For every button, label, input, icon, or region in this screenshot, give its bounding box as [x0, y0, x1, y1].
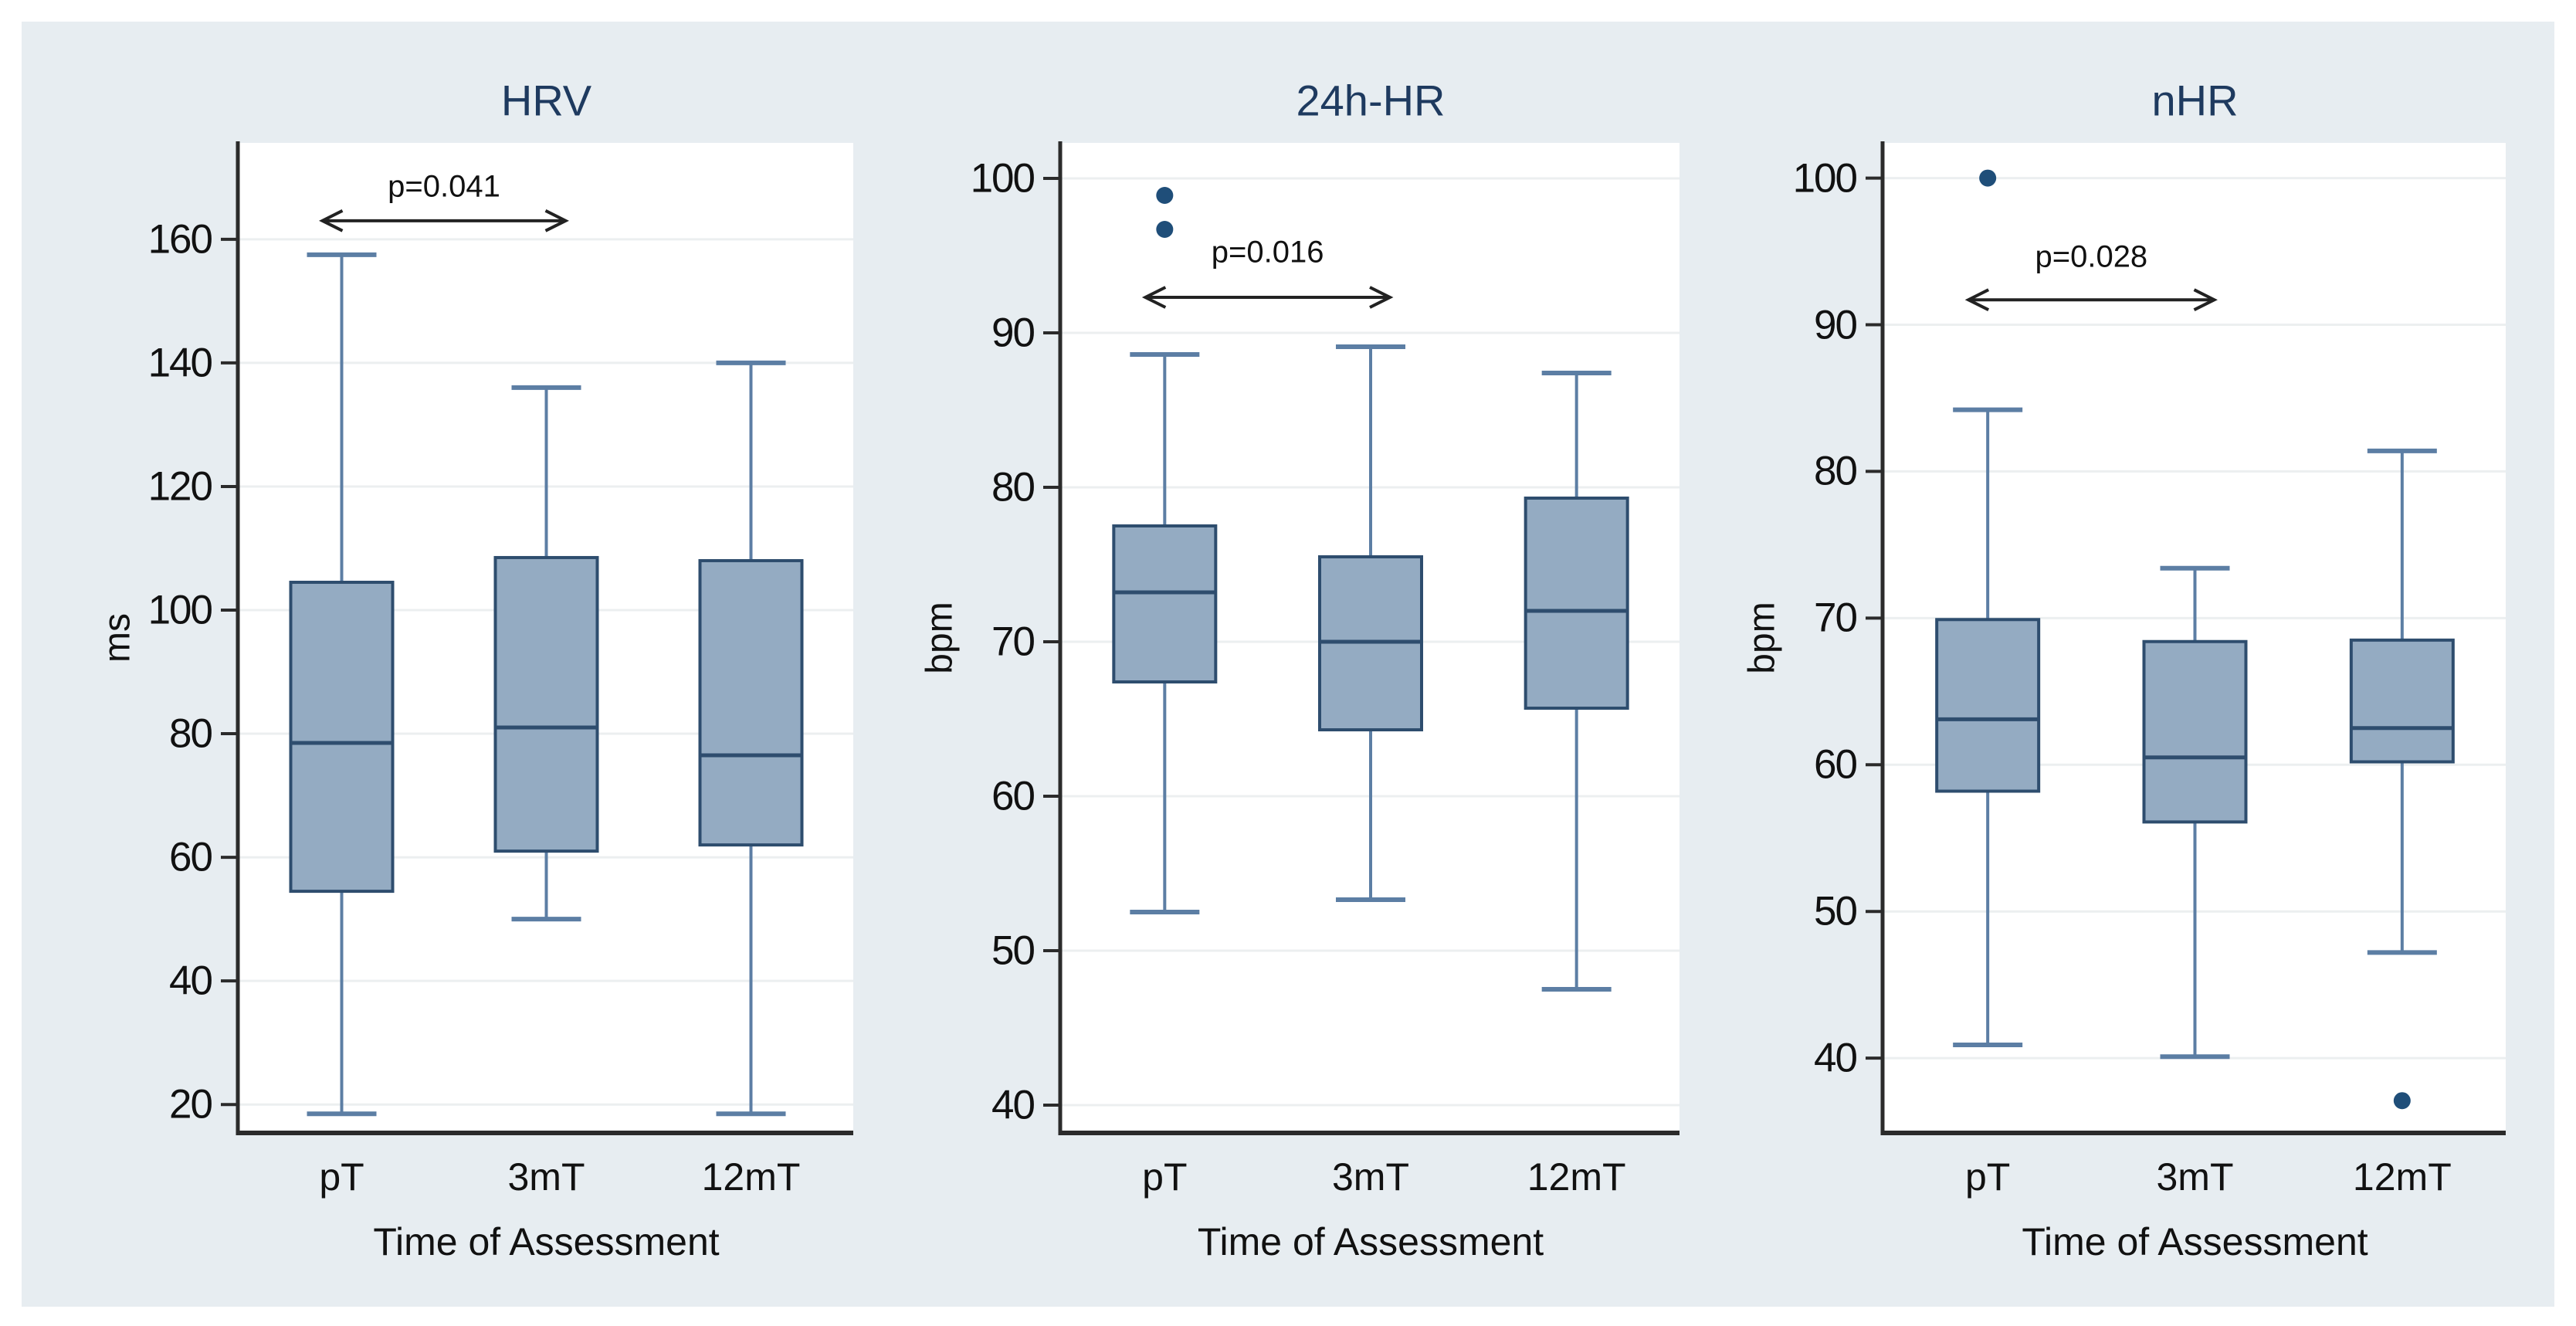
box-3mT	[2142, 639, 2248, 824]
y-tick-label: 120	[147, 463, 213, 510]
panel-title: 24h-HR	[1296, 76, 1446, 125]
panel-title: nHR	[2151, 76, 2239, 125]
y-tick-label: 60	[169, 834, 213, 880]
outlier-dot-pT	[1156, 221, 1174, 238]
arrowhead-left	[319, 209, 344, 232]
y-tick-label: 40	[991, 1082, 1035, 1128]
y-tick-label: 100	[970, 155, 1035, 202]
y-tick-label: 140	[147, 340, 213, 386]
box-pT	[1935, 618, 2041, 793]
arrowhead-right	[544, 209, 569, 232]
p-value-label: p=0.028	[2035, 239, 2148, 274]
y-tick-label: 60	[991, 773, 1035, 819]
box-12mT	[1524, 497, 1629, 710]
y-tick-label: 80	[991, 464, 1035, 510]
p-value-label: p=0.016	[1211, 235, 1324, 270]
x-category-label: 12mT	[701, 1155, 801, 1199]
arrowhead-right	[2193, 288, 2218, 312]
y-tick-label: 90	[1814, 302, 1858, 348]
arrowhead-left	[1964, 288, 1990, 312]
panel-title: HRV	[500, 76, 592, 125]
box-12mT	[2349, 638, 2455, 764]
y-tick-label: 100	[1792, 155, 1858, 202]
y-tick-label: 50	[991, 928, 1035, 974]
y-tick-label: 70	[1814, 595, 1858, 641]
y-tick-label: 40	[1814, 1035, 1858, 1081]
x-category-label: 12mT	[1527, 1155, 1626, 1199]
y-tick-label: 160	[147, 216, 213, 263]
x-category-label: pT	[1142, 1155, 1188, 1199]
box-pT	[1112, 524, 1218, 683]
x-category-label: 3mT	[507, 1155, 585, 1199]
outlier-dot-pT	[1979, 169, 1997, 187]
box-3mT	[493, 555, 599, 853]
y-tick-label: 60	[1814, 741, 1858, 788]
x-category-label: pT	[319, 1155, 364, 1199]
p-value-label: p=0.041	[388, 169, 500, 204]
arrowhead-left	[1141, 286, 1167, 309]
arrowhead-right	[1369, 286, 1394, 309]
y-axis-title: bpm	[919, 602, 961, 674]
x-category-label: 12mT	[2352, 1155, 2452, 1199]
x-category-label: 3mT	[2156, 1155, 2234, 1199]
x-axis-title: Time of Assessment	[2022, 1220, 2368, 1263]
y-tick-label: 80	[169, 710, 213, 757]
y-axis-title: bpm	[1741, 602, 1783, 674]
y-tick-label: 40	[169, 958, 213, 1004]
box-pT	[289, 580, 395, 894]
y-tick-label: 20	[169, 1081, 213, 1128]
y-tick-label: 100	[147, 587, 213, 633]
x-axis-title: Time of Assessment	[1197, 1220, 1544, 1263]
x-category-label: pT	[1964, 1155, 2011, 1199]
box-12mT	[698, 558, 804, 847]
outlier-dot-12mT	[2393, 1092, 2411, 1110]
outlier-dot-pT	[1156, 187, 1174, 204]
x-category-label: 3mT	[1332, 1155, 1409, 1199]
y-tick-label: 90	[991, 310, 1035, 356]
y-tick-label: 70	[991, 619, 1035, 665]
y-tick-label: 50	[1814, 888, 1858, 934]
y-tick-label: 80	[1814, 448, 1858, 494]
y-axis-title: ms	[97, 613, 138, 663]
x-axis-title: Time of Assessment	[373, 1220, 720, 1263]
